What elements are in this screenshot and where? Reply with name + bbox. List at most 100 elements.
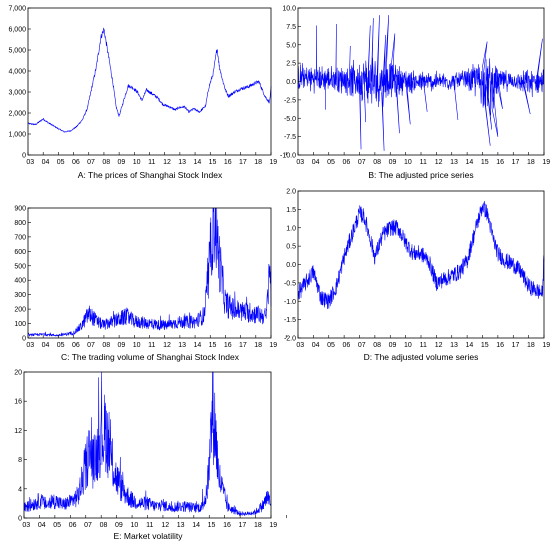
x-tick-label: 03 — [22, 522, 30, 529]
chart-caption: C: The trading volume of Shanghai Stock … — [61, 352, 240, 362]
x-tick-label: 14 — [192, 522, 200, 529]
x-tick-label: 19 — [269, 342, 277, 349]
x-tick-label: 05 — [53, 522, 61, 529]
y-tick-label: -10.0 — [280, 153, 296, 160]
x-tick-label: 06 — [343, 159, 351, 166]
x-tick-label: 09 — [118, 159, 126, 166]
y-tick-label: -0.5 — [284, 280, 296, 287]
series-line-a — [27, 27, 272, 133]
x-tick-label: 15 — [208, 522, 216, 529]
x-tick-label: 06 — [69, 522, 77, 529]
x-tick-label: 09 — [389, 342, 397, 349]
x-tick-label: 19 — [269, 522, 277, 529]
y-tick-label: -5.0 — [284, 116, 296, 123]
x-tick-label: 09 — [389, 159, 397, 166]
x-tick-label: 06 — [72, 342, 80, 349]
x-tick-label: 10 — [133, 159, 141, 166]
y-tick-label: 5.0 — [286, 42, 296, 49]
x-tick-label: 15 — [481, 342, 489, 349]
x-tick-label: 17 — [239, 159, 247, 166]
y-tick-label: 1,000 — [8, 132, 26, 139]
x-tick-label: 10 — [130, 522, 138, 529]
x-tick-label: 10 — [133, 342, 141, 349]
chart-c: 0 100 200 300 400 500 600 700 800 900 03 04 05 06 07 08… — [14, 206, 287, 362]
x-tick-label: 15 — [481, 159, 489, 166]
x-tick-label: 15 — [209, 159, 217, 166]
y-tick-label: 7.5 — [286, 24, 296, 31]
x-tick-label: 11 — [420, 342, 427, 349]
y-tick-label: 0 — [22, 336, 26, 343]
x-tick-label: 18 — [254, 342, 262, 349]
chart-caption: D: The adjusted volume series — [364, 352, 479, 362]
x-tick-label: 12 — [163, 342, 171, 349]
x-tick-label: 04 — [42, 159, 50, 166]
x-tick-label: 04 — [42, 342, 50, 349]
y-tick-label: 100 — [14, 321, 26, 328]
y-tick-label: 2.5 — [286, 61, 296, 68]
x-tick-label: 16 — [224, 342, 232, 349]
x-tick-label: 17 — [239, 522, 247, 529]
y-tick-label: 600 — [14, 249, 26, 256]
y-tick-label: 800 — [14, 220, 26, 227]
x-tick-label: 05 — [327, 342, 335, 349]
x-tick-label: 08 — [102, 159, 110, 166]
x-tick-label: 13 — [178, 342, 186, 349]
y-tick-label: 3,000 — [8, 90, 26, 97]
x-tick-label: 13 — [450, 159, 458, 166]
x-tick-label: 16 — [223, 522, 231, 529]
x-tick-label: 07 — [87, 159, 95, 166]
y-tick-label: 300 — [14, 292, 26, 299]
x-tick-label: 09 — [115, 522, 123, 529]
x-tick-label: 10 — [404, 159, 412, 166]
x-tick-label: 12 — [163, 159, 171, 166]
x-tick-label: 17 — [239, 342, 247, 349]
x-tick-label: 19 — [269, 159, 277, 166]
series-line-e — [23, 371, 272, 516]
x-tick-label: 15 — [209, 342, 217, 349]
y-tick-label: 10.0 — [282, 6, 296, 13]
x-tick-label: 03 — [296, 342, 304, 349]
x-tick-label: 10 — [404, 342, 412, 349]
x-tick-label: 11 — [148, 159, 155, 166]
y-tick-label: 0 — [22, 153, 26, 160]
y-tick-label: 500 — [14, 263, 26, 270]
x-tick-label: 18 — [254, 159, 262, 166]
x-tick-label: 05 — [327, 159, 335, 166]
x-tick-label: 18 — [527, 159, 535, 166]
plot-frame — [27, 7, 272, 156]
x-tick-label: 16 — [224, 159, 232, 166]
x-tick-label: 11 — [148, 342, 155, 349]
series-line-d — [297, 200, 545, 310]
x-tick-label: 08 — [102, 342, 110, 349]
y-tick-label: -2.5 — [284, 97, 296, 104]
x-tick-label: 12 — [435, 159, 443, 166]
y-tick-label: 0.5 — [286, 244, 296, 251]
y-tick-label: 1.0 — [286, 225, 296, 232]
y-tick-label: 4 — [18, 486, 22, 493]
y-tick-label: -2.0 — [284, 336, 296, 343]
x-tick-label: 12 — [435, 342, 443, 349]
y-tick-label: -1.0 — [284, 299, 296, 306]
series-line-c — [27, 207, 272, 337]
x-tick-label: 06 — [343, 342, 351, 349]
x-tick-label: 05 — [57, 342, 65, 349]
y-tick-label: 5,000 — [8, 48, 26, 55]
x-tick-label: 13 — [178, 159, 186, 166]
y-tick-label: -7.5 — [284, 134, 296, 141]
x-tick-label: 13 — [450, 342, 458, 349]
x-tick-label: 18 — [527, 342, 535, 349]
y-tick-label: 12 — [14, 428, 22, 435]
x-tick-label: 03 — [296, 159, 304, 166]
x-tick-label: 03 — [26, 342, 34, 349]
x-tick-label: 08 — [373, 342, 381, 349]
x-tick-label: 17 — [512, 342, 520, 349]
x-tick-label: 14 — [466, 342, 474, 349]
y-tick-label: -1.5 — [284, 317, 296, 324]
chart-caption: B: The adjusted price series — [368, 170, 473, 180]
x-tick-label: 11 — [146, 522, 153, 529]
x-tick-label: 16 — [496, 342, 504, 349]
y-tick-label: 0 — [18, 516, 22, 523]
x-tick-label: 04 — [312, 159, 320, 166]
chart-caption: E: Market volatility — [114, 531, 184, 541]
